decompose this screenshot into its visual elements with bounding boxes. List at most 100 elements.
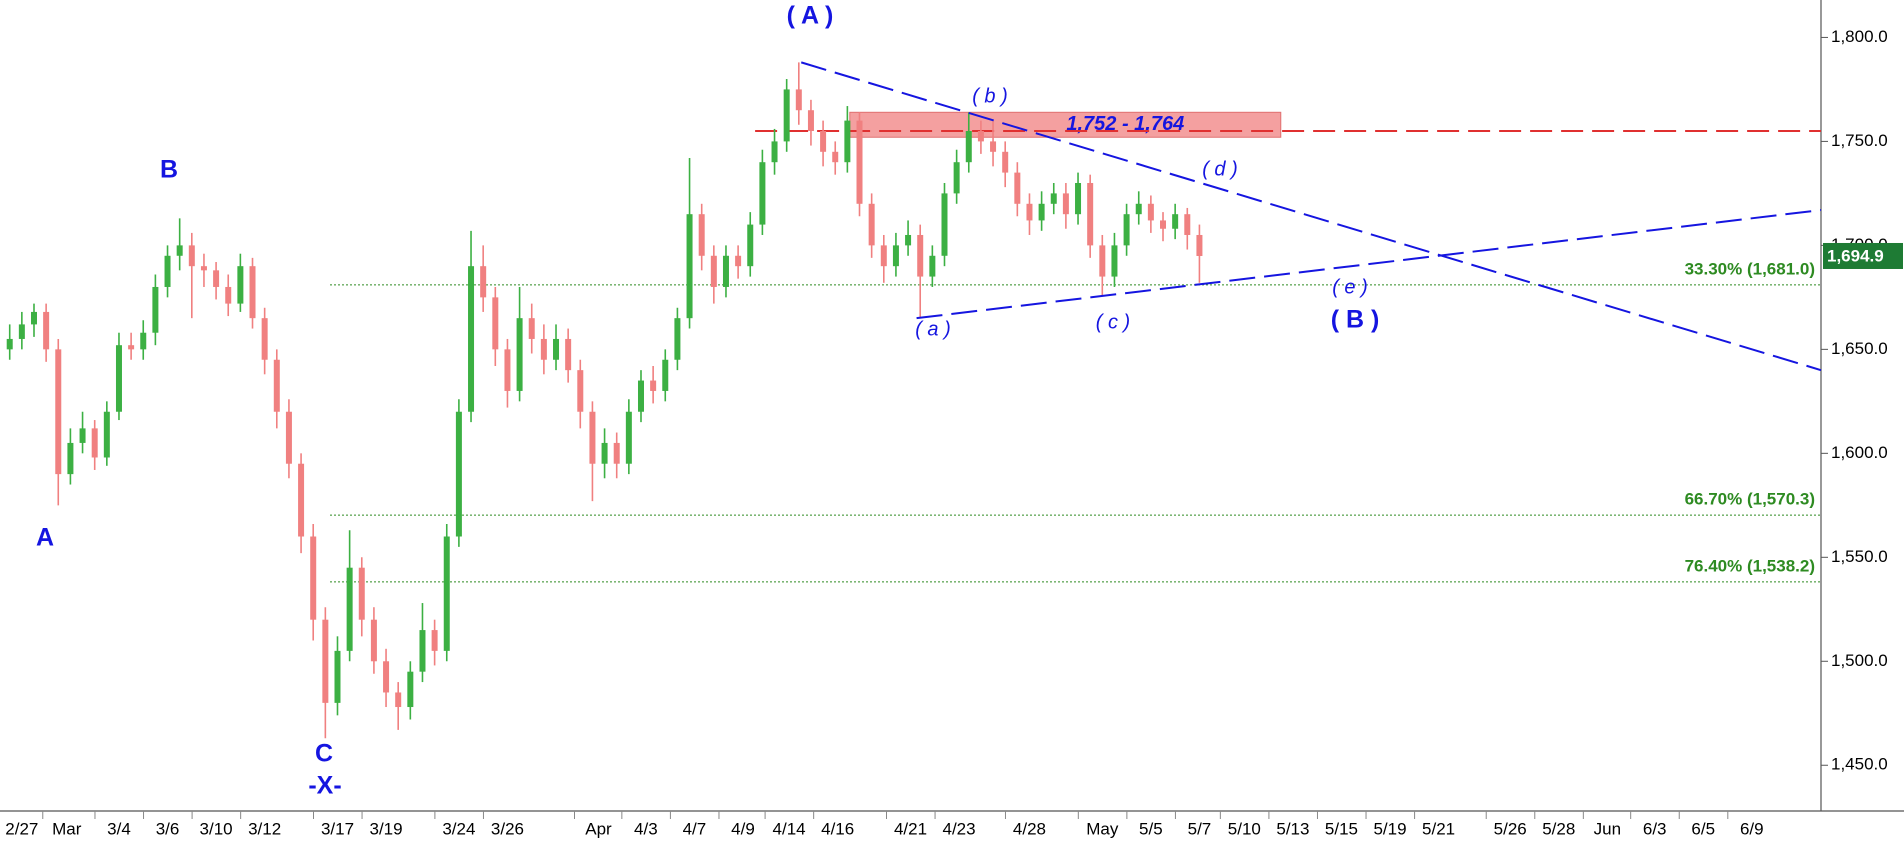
- bar-body: [807, 110, 814, 132]
- bar-body: [783, 89, 790, 142]
- bar-body: [977, 131, 984, 142]
- bar-body: [55, 349, 62, 475]
- x-tick-label: 5/13: [1276, 819, 1309, 838]
- bar-body: [285, 411, 292, 464]
- bar-body: [1196, 234, 1203, 256]
- y-tick-label: 1,650.0: [1831, 339, 1888, 358]
- last-price-label: 1,694.9: [1827, 246, 1884, 265]
- x-tick-label: 5/7: [1188, 819, 1212, 838]
- bar-body: [650, 380, 657, 391]
- wave-label: C: [315, 740, 333, 768]
- bar-body: [370, 619, 377, 662]
- bar-body: [249, 266, 256, 319]
- wave-label: -X-: [308, 772, 341, 800]
- bar-body: [298, 463, 305, 537]
- bar-body: [528, 318, 535, 339]
- bar-body: [443, 536, 450, 651]
- bar-body: [1014, 172, 1021, 204]
- bar-body: [686, 214, 693, 319]
- bar-body: [1172, 214, 1179, 229]
- x-tick-label: 4/16: [821, 819, 854, 838]
- bar-body: [722, 255, 729, 287]
- zone-label: 1,752 - 1,764: [1066, 113, 1184, 135]
- bar-body: [990, 141, 997, 152]
- bar-body: [540, 338, 547, 360]
- bar-body: [468, 266, 475, 412]
- bar-body: [1147, 203, 1154, 221]
- x-tick-label: 4/7: [683, 819, 707, 838]
- fib-label: 33.30% (1,681.0): [1685, 259, 1815, 278]
- bar-body: [115, 345, 122, 412]
- wave-label: A: [36, 524, 54, 552]
- y-tick-label: 1,500.0: [1831, 651, 1888, 670]
- x-tick-label: 3/6: [156, 819, 180, 838]
- x-tick-label: 3/10: [200, 819, 233, 838]
- bar-body: [200, 266, 207, 271]
- bar-body: [1087, 182, 1094, 246]
- bar-body: [1075, 182, 1082, 215]
- bar-body: [553, 338, 560, 360]
- bar-body: [152, 286, 159, 333]
- y-tick-label: 1,800.0: [1831, 27, 1888, 46]
- bar-body: [565, 338, 572, 371]
- bar-body: [504, 349, 511, 391]
- bar-body: [747, 224, 754, 267]
- bar-body: [710, 255, 717, 287]
- bar-body: [698, 214, 705, 256]
- bar-body: [589, 411, 596, 464]
- bar-body: [1184, 214, 1191, 235]
- x-tick-label: May: [1086, 819, 1119, 838]
- bar-body: [637, 380, 644, 412]
- x-tick-label: 3/17: [321, 819, 354, 838]
- bar-body: [674, 318, 681, 360]
- y-tick-label: 1,750.0: [1831, 131, 1888, 150]
- bar-body: [1135, 203, 1142, 215]
- bar-body: [407, 671, 414, 708]
- bar-body: [79, 428, 86, 443]
- bar-body: [237, 266, 244, 304]
- bar-body: [516, 318, 523, 391]
- bar-body: [1062, 193, 1069, 215]
- x-tick-label: Apr: [585, 819, 612, 838]
- bar-body: [1002, 151, 1009, 173]
- x-tick-label: 4/14: [773, 819, 806, 838]
- bar-body: [856, 120, 863, 204]
- bar-body: [395, 692, 402, 708]
- bar-body: [140, 332, 147, 350]
- bar-body: [820, 131, 827, 152]
- bar-body: [759, 162, 766, 225]
- bar-body: [310, 536, 317, 620]
- bar-body: [225, 286, 232, 304]
- bar-body: [771, 141, 778, 163]
- x-tick-label: 5/21: [1422, 819, 1455, 838]
- bar-body: [431, 630, 438, 651]
- trendline: [800, 61, 1822, 372]
- wave-label: ( c ): [1096, 311, 1130, 333]
- bar-body: [176, 245, 183, 256]
- x-tick-label: 3/26: [491, 819, 524, 838]
- bar-body: [1050, 193, 1057, 204]
- bar-body: [261, 318, 268, 360]
- x-tick-label: 5/19: [1373, 819, 1406, 838]
- x-tick-label: 3/12: [248, 819, 281, 838]
- bar-body: [1026, 203, 1033, 221]
- resistance-zone: [849, 111, 1282, 138]
- y-tick-label: 1,600.0: [1831, 443, 1888, 462]
- bar-body: [965, 131, 972, 163]
- x-tick-label: 4/3: [634, 819, 658, 838]
- x-tick-label: 6/5: [1691, 819, 1715, 838]
- x-tick-label: 4/21: [894, 819, 927, 838]
- wave-label: ( A ): [787, 2, 834, 30]
- bar-body: [455, 411, 462, 537]
- wave-label: ( d ): [1202, 158, 1238, 180]
- bar-body: [6, 338, 13, 350]
- last-price-box: [1823, 242, 1903, 269]
- bar-body: [577, 370, 584, 412]
- x-tick-label: 3/19: [370, 819, 403, 838]
- fib-label: 76.40% (1,538.2): [1685, 556, 1815, 575]
- bar-body: [103, 411, 110, 458]
- x-tick-label: 4/28: [1013, 819, 1046, 838]
- wave-label: B: [160, 156, 178, 184]
- bar-body: [383, 661, 390, 693]
